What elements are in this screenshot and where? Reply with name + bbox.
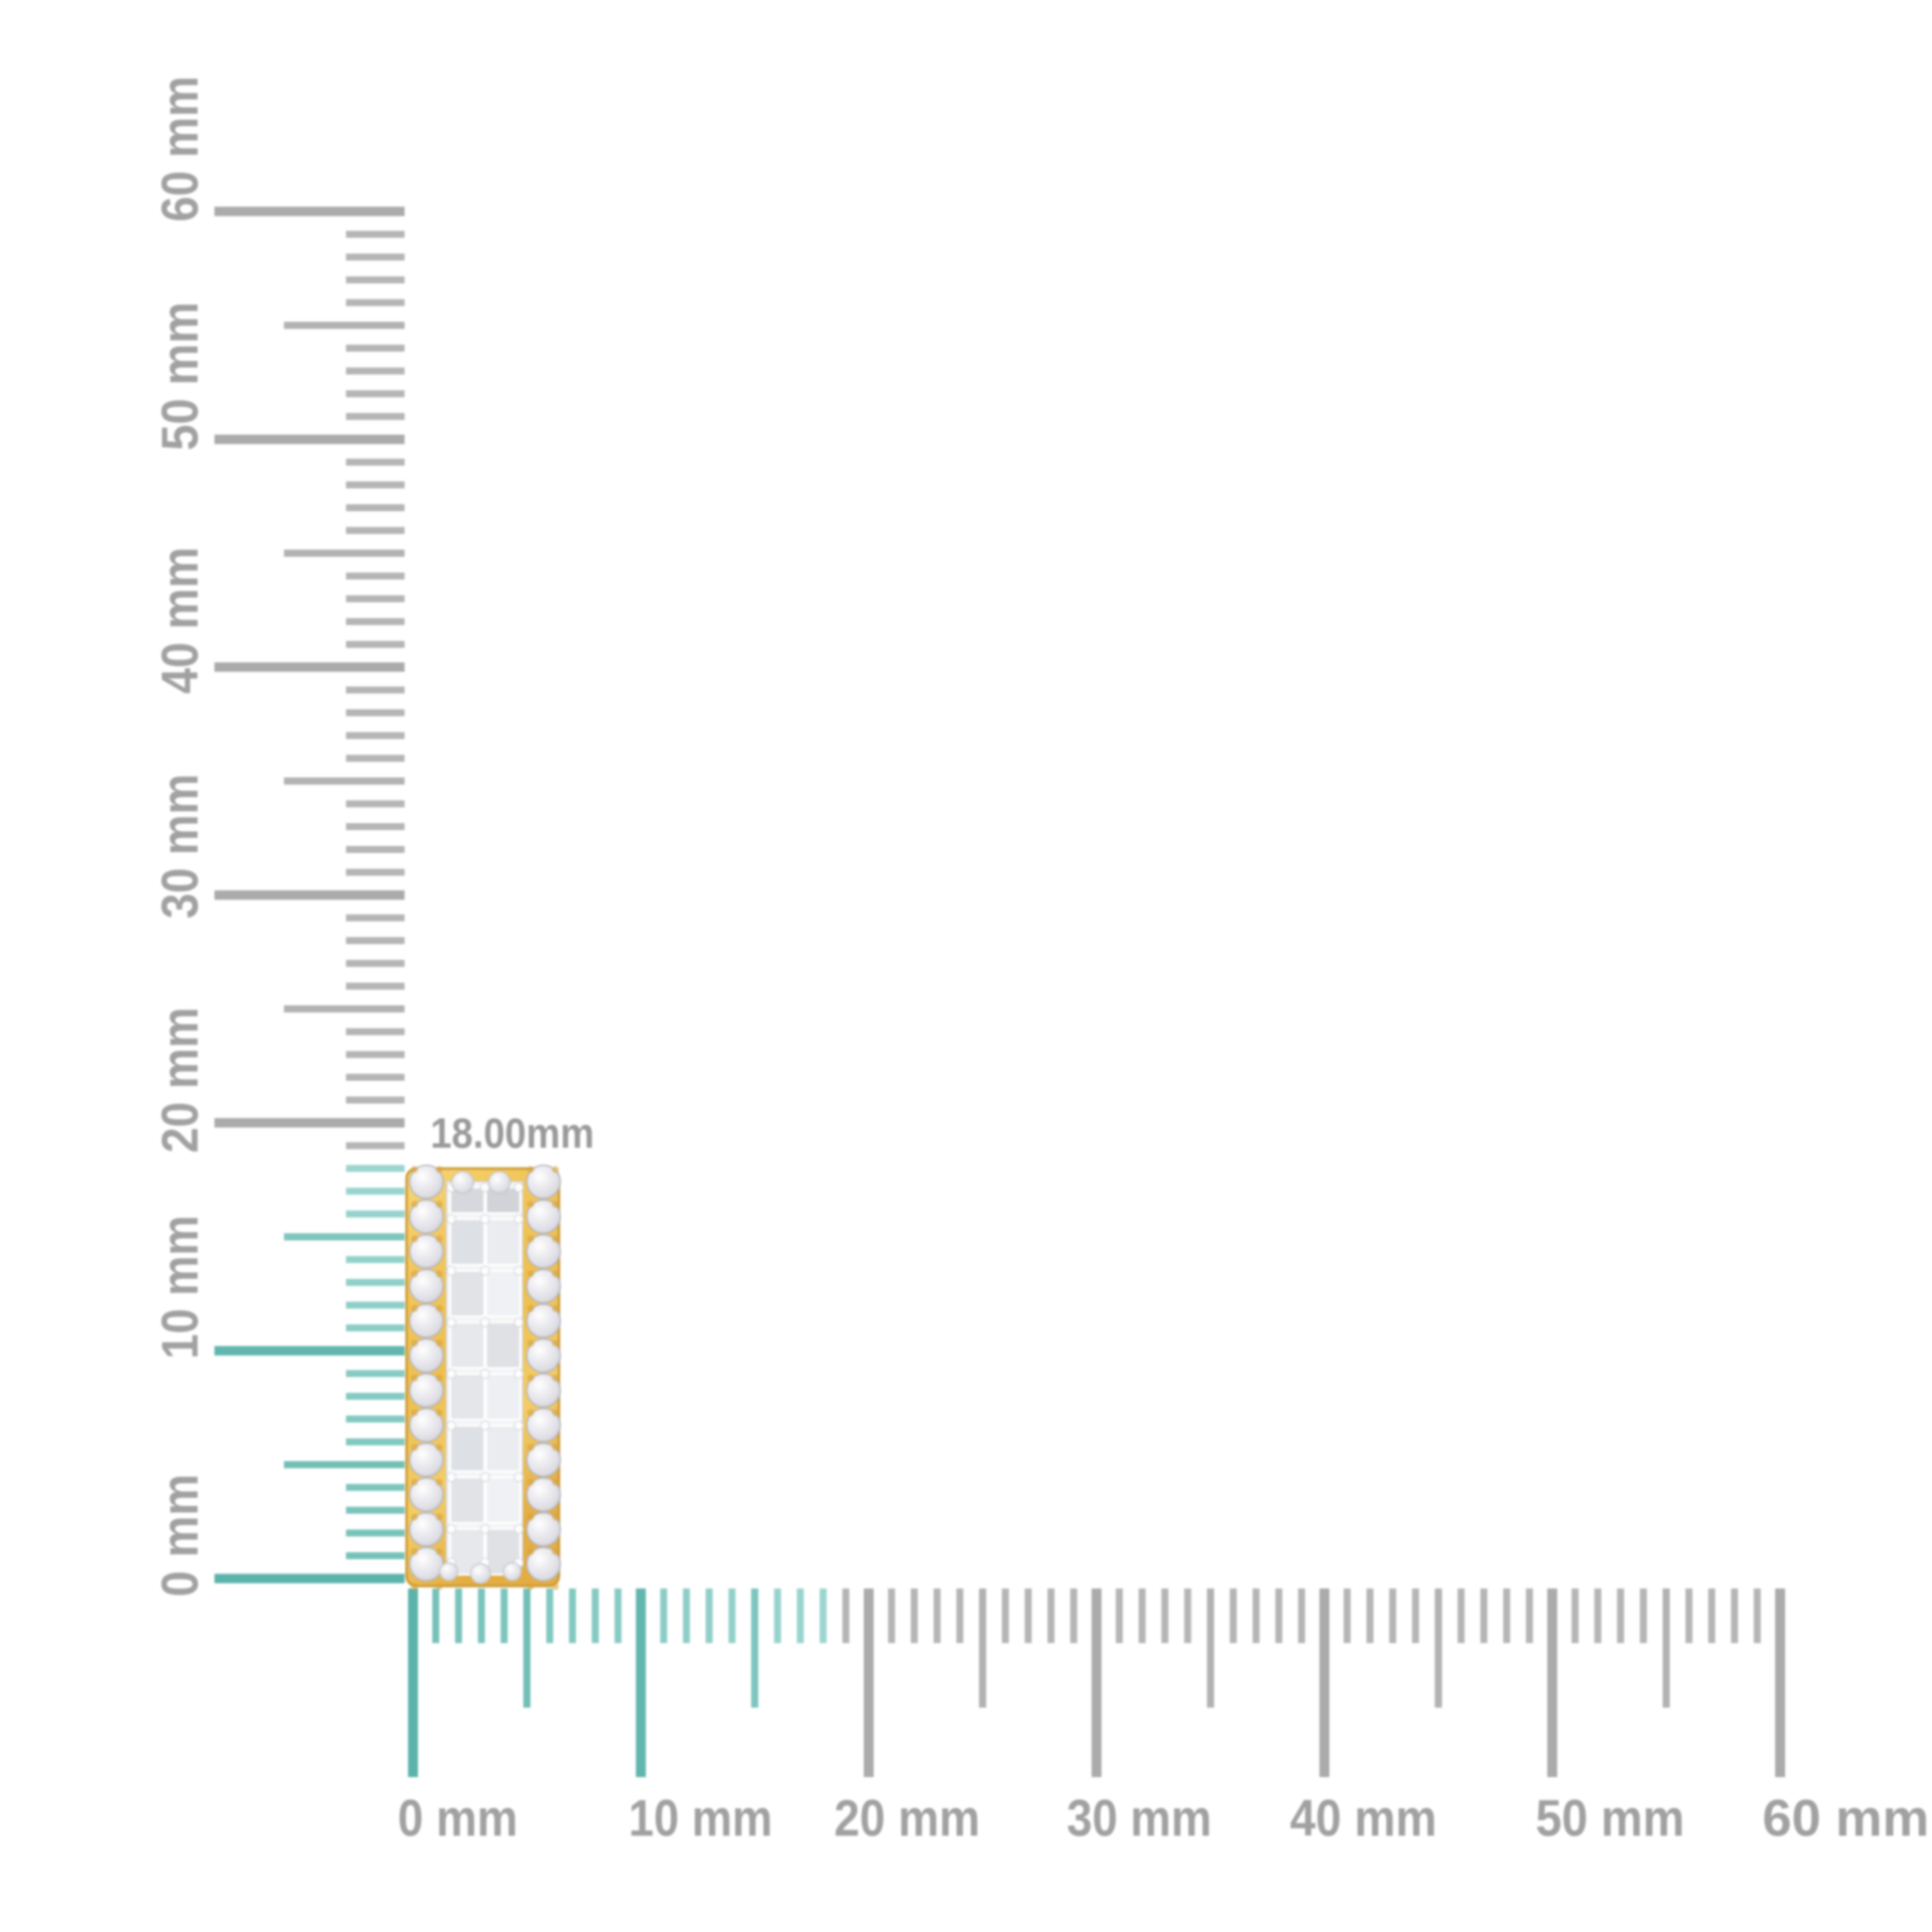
svg-text:60 mm: 60 mm	[152, 76, 209, 222]
svg-text:40 mm: 40 mm	[1290, 1790, 1437, 1848]
svg-text:20 mm: 20 mm	[152, 1007, 209, 1153]
svg-text:40 mm: 40 mm	[152, 547, 209, 694]
svg-text:0 mm: 0 mm	[398, 1790, 518, 1848]
svg-text:50 mm: 50 mm	[1536, 1790, 1685, 1848]
svg-text:0 mm: 0 mm	[152, 1474, 209, 1597]
svg-text:20 mm: 20 mm	[834, 1790, 980, 1848]
svg-text:50 mm: 50 mm	[152, 302, 209, 451]
svg-text:30 mm: 30 mm	[152, 773, 209, 918]
svg-text:60 mm: 60 mm	[1762, 1790, 1929, 1848]
svg-text:10 mm: 10 mm	[628, 1790, 772, 1848]
svg-text:18.00mm: 18.00mm	[431, 1110, 595, 1158]
svg-text:30 mm: 30 mm	[1067, 1790, 1212, 1848]
svg-text:10 mm: 10 mm	[152, 1215, 209, 1359]
